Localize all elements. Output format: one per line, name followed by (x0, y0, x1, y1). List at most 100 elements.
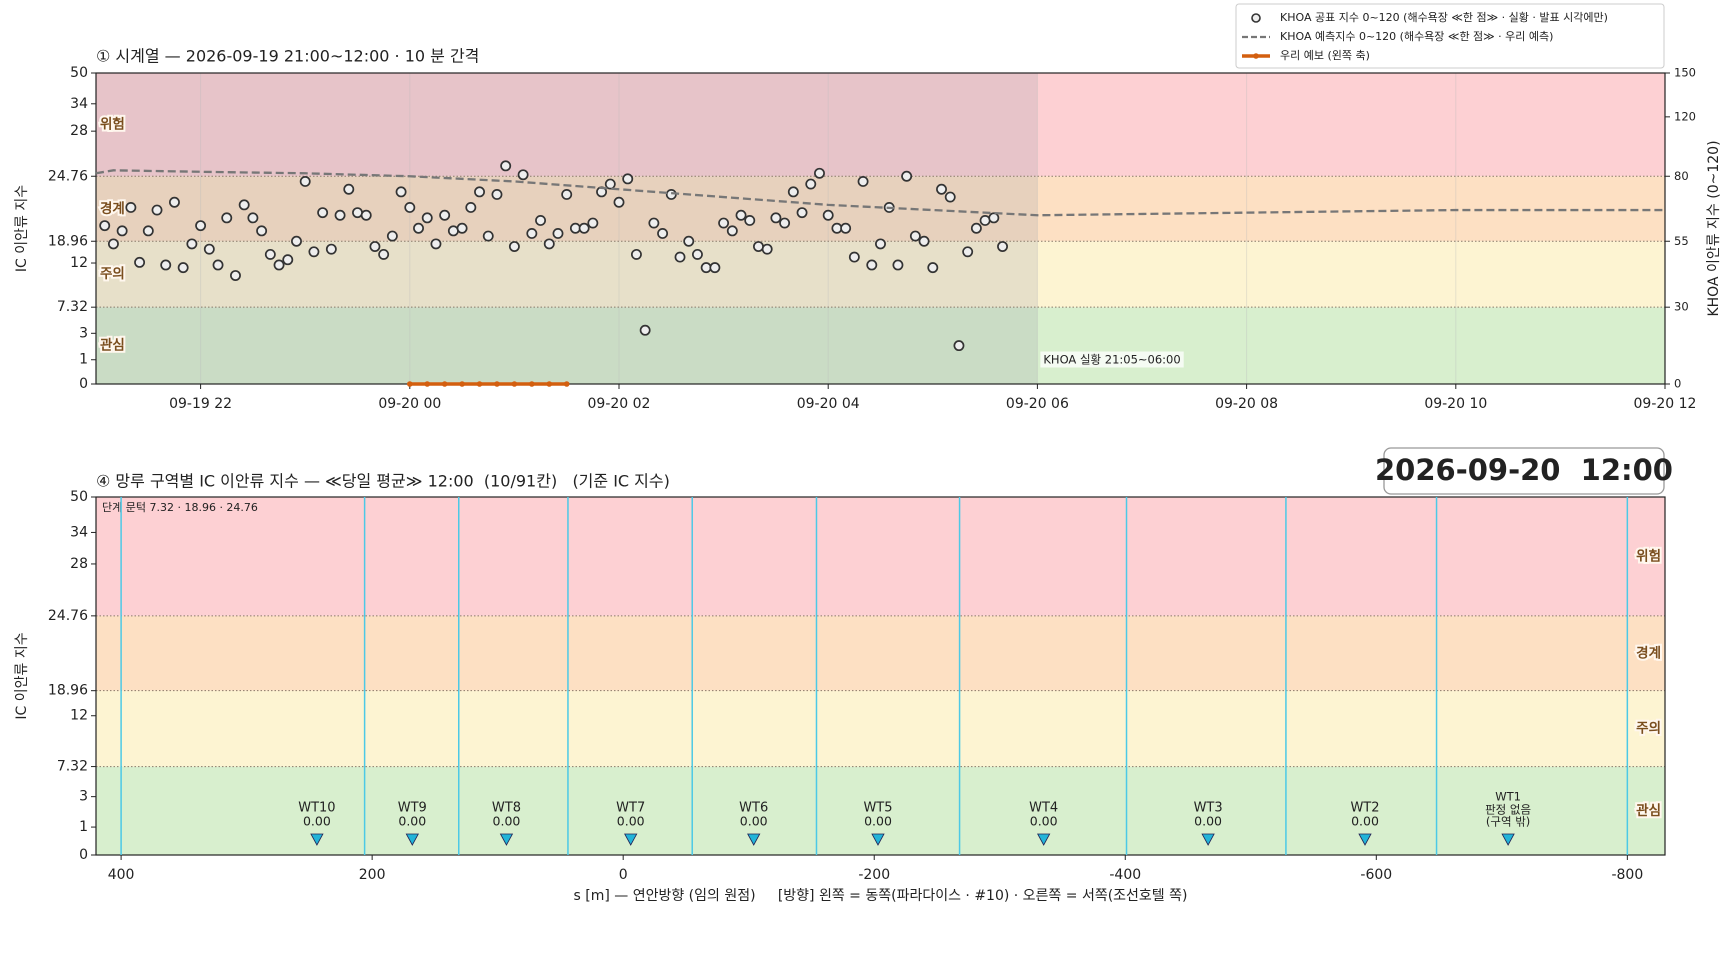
zone-name: WT3 (1194, 801, 1223, 816)
zone-value-label: 0.00 (617, 814, 645, 829)
khoa-point (325, 243, 337, 255)
khoa-point (386, 230, 398, 242)
x-axis-label: s [m] — 연안방향 (임의 원점) [방향] 왼쪽 = 동쪽(파라다이스 … (574, 888, 1188, 904)
khoa-point (273, 259, 285, 271)
our-forecast-point (407, 381, 413, 387)
zone-value-label: 0.00 (740, 814, 768, 829)
khoa-point (674, 251, 686, 263)
khoa-point (683, 235, 695, 247)
zone-value-label: 판정 없음 (1485, 803, 1531, 817)
y2-tick-label: 80 (1674, 169, 1689, 183)
y-tick-label: 24.76 (48, 608, 88, 624)
khoa-point (430, 238, 442, 250)
y-axis-label: IC 이안류 지수 (14, 632, 30, 719)
x-tick-label: 0 (619, 867, 628, 883)
zone-name: WT4 (1029, 801, 1058, 816)
our-forecast-point (476, 381, 483, 387)
khoa-point (421, 212, 433, 224)
khoa-point (256, 225, 268, 237)
khoa-point (334, 209, 346, 221)
our-forecast-point (511, 381, 518, 387)
khoa-point (613, 196, 625, 208)
y-tick-label: 0 (79, 847, 88, 863)
zone-value-label: (구역 밖) (1486, 815, 1530, 829)
khoa-point (491, 189, 503, 200)
khoa-point (186, 238, 198, 250)
band (96, 497, 1665, 616)
khoa-point (630, 248, 642, 260)
band-label: 경계 (100, 200, 125, 217)
khoa-point (761, 243, 773, 255)
khoa-point (604, 178, 616, 190)
x-tick-label: 09-20 10 (1424, 396, 1487, 412)
khoa-point (447, 225, 459, 237)
khoa-point (360, 209, 372, 221)
khoa-point (456, 222, 468, 234)
y-tick-label: 1 (79, 819, 88, 835)
khoa-point (709, 262, 721, 274)
y-tick-label: 3 (79, 325, 88, 341)
y2-tick-label: 30 (1674, 300, 1689, 314)
time-box (1383, 447, 1665, 495)
khoa-point (517, 169, 529, 181)
khoa-point (500, 160, 512, 172)
khoa-point (787, 186, 799, 198)
zone-name: WT2 (1350, 801, 1379, 816)
x-tick-label: 400 (108, 867, 135, 883)
khoa-point (291, 235, 302, 247)
khoa-point (909, 230, 921, 242)
khoa-point (439, 209, 451, 221)
y-tick-label: 18.96 (48, 683, 88, 699)
legend-label: 우리 예보 (왼쪽 축) (1280, 48, 1370, 62)
khoa-point (543, 238, 555, 250)
khoa-point (918, 235, 930, 247)
khoa-point (779, 217, 791, 229)
our-forecast-point (494, 381, 500, 387)
khoa-point (979, 215, 991, 226)
khoa-point (160, 259, 172, 271)
khoa-point (622, 173, 634, 185)
khoa-point (692, 248, 703, 260)
khoa-point (508, 241, 520, 252)
khoa-point (212, 259, 224, 271)
our-forecast-point (441, 381, 448, 387)
zone-value-label: 0.00 (864, 814, 892, 829)
khoa-point (404, 202, 416, 213)
khoa-point (195, 220, 207, 232)
x-tick-label: -200 (858, 867, 890, 883)
khoa-point (142, 225, 154, 237)
our-forecast-point (424, 381, 431, 387)
band (96, 690, 1665, 767)
y-tick-label: 34 (70, 96, 88, 112)
khoa-point (107, 238, 119, 250)
band-label: 주의 (100, 265, 125, 282)
khoa-point (151, 204, 163, 216)
y-tick-label: 50 (70, 489, 88, 505)
y-tick-label: 3 (79, 789, 88, 805)
khoa-point (230, 270, 241, 281)
y-tick-label: 1 (79, 352, 88, 368)
y-tick-label: 34 (70, 524, 88, 540)
our-forecast-point (563, 381, 570, 387)
khoa-point (177, 262, 189, 274)
khoa-point (657, 228, 669, 239)
observed-period (96, 73, 1038, 384)
zone-marker (1358, 833, 1372, 846)
khoa-point (552, 228, 564, 239)
annotation: KHOA 실황 21:05~06:00 (1043, 353, 1180, 367)
khoa-point (352, 207, 363, 219)
x-tick-label: 200 (359, 867, 386, 883)
khoa-point (578, 222, 590, 234)
zone-value-label: 0.00 (303, 814, 331, 829)
zone-value-label: 0.00 (1194, 814, 1222, 829)
khoa-point (822, 209, 834, 221)
chart-title: ④ 망루 구역별 IC 이안류 지수 — ≪당일 평균≫ 12:00 (10/9… (96, 472, 670, 491)
khoa-point (639, 324, 651, 336)
khoa-point (308, 246, 320, 258)
khoa-point (944, 191, 956, 203)
khoa-point (927, 262, 939, 274)
khoa-point (848, 251, 860, 263)
zone-value-label: 0.00 (1351, 814, 1379, 829)
khoa-point (99, 220, 111, 232)
